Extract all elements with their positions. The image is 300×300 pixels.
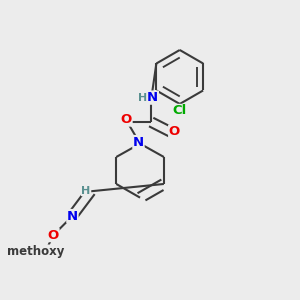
Text: H: H	[138, 93, 147, 103]
Text: Cl: Cl	[172, 104, 187, 117]
Text: O: O	[121, 113, 132, 126]
Text: N: N	[147, 91, 158, 104]
Text: O: O	[169, 125, 180, 138]
Text: N: N	[67, 209, 78, 223]
Text: N: N	[133, 136, 144, 148]
Text: methoxy: methoxy	[7, 245, 64, 258]
Text: O: O	[48, 229, 59, 242]
Text: H: H	[82, 186, 91, 196]
